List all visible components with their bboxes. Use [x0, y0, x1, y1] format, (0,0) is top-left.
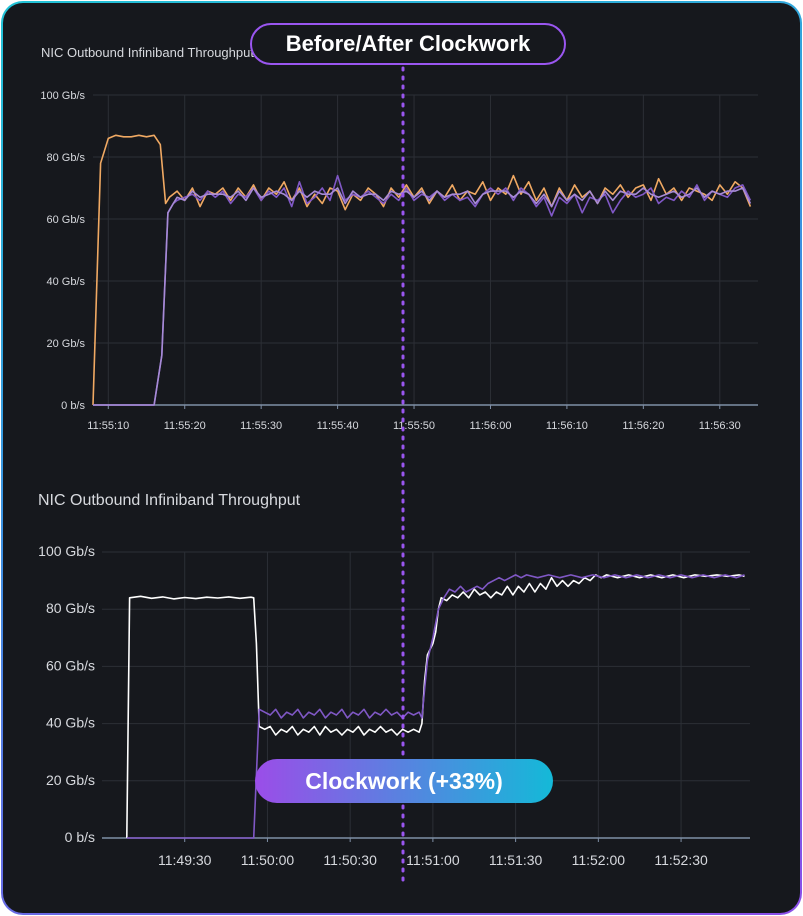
- top-ytick-label: 60 Gb/s: [46, 214, 85, 226]
- top-ytick-label: 100 Gb/s: [40, 90, 85, 102]
- bottom-xtick-label: 11:49:30: [158, 852, 212, 868]
- bottom-xtick-label: 11:52:00: [572, 852, 626, 868]
- banner-result: Clockwork (+33%): [255, 759, 553, 803]
- bottom-ytick-label: 20 Gb/s: [46, 772, 95, 788]
- top-xtick-label: 11:55:20: [164, 420, 206, 432]
- chart-title-bottom: NIC Outbound Infiniband Throughput: [38, 492, 301, 509]
- top-xtick-label: 11:55:40: [317, 420, 359, 432]
- top-xtick-label: 11:56:20: [622, 420, 664, 432]
- bottom-ytick-label: 0 b/s: [65, 829, 95, 845]
- top-xtick-label: 11:55:30: [240, 420, 282, 432]
- bottom-xtick-label: 11:51:00: [406, 852, 460, 868]
- top-ytick-label: 80 Gb/s: [46, 152, 85, 164]
- bottom-ytick-label: 80 Gb/s: [46, 600, 95, 616]
- chart-bottom: 100 Gb/s 80 Gb/s 60 Gb/s 40 Gb/s 20 Gb/s 0 b/…: [38, 543, 750, 868]
- bottom-ytick-label: 60 Gb/s: [46, 657, 95, 673]
- top-xtick-label: 11:55:10: [87, 420, 129, 432]
- bottom-ytick-label: 40 Gb/s: [46, 715, 95, 731]
- top-xtick-label: 11:56:10: [546, 420, 588, 432]
- banner-title: Before/After Clockwork: [250, 23, 566, 65]
- bottom-xtick-label: 11:51:30: [489, 852, 543, 868]
- top-series-line-2: [93, 174, 752, 406]
- top-xtick-label: 11:56:00: [469, 420, 511, 432]
- bottom-series-line-1: [126, 574, 745, 839]
- bottom-xtick-label: 11:52:30: [654, 852, 708, 868]
- chart-title-top: NIC Outbound Infiniband Throughput: [41, 45, 254, 60]
- top-xtick-label: 11:55:50: [393, 420, 435, 432]
- chart-top: 100 Gb/s 80 Gb/s 60 Gb/s 40 Gb/s 20 Gb/s 0 b/…: [40, 90, 758, 432]
- top-ytick-label: 0 b/s: [61, 400, 85, 412]
- top-ytick-label: 20 Gb/s: [46, 338, 85, 350]
- top-ytick-label: 40 Gb/s: [46, 276, 85, 288]
- bottom-xtick-label: 11:50:00: [241, 852, 295, 868]
- bottom-series-line-2: [126, 574, 745, 839]
- bottom-ytick-label: 100 Gb/s: [38, 543, 95, 559]
- top-series-line-3: [93, 187, 752, 406]
- top-xtick-label: 11:56:30: [699, 420, 741, 432]
- bottom-xtick-label: 11:50:30: [323, 852, 377, 868]
- top-series-line-1: [92, 134, 752, 406]
